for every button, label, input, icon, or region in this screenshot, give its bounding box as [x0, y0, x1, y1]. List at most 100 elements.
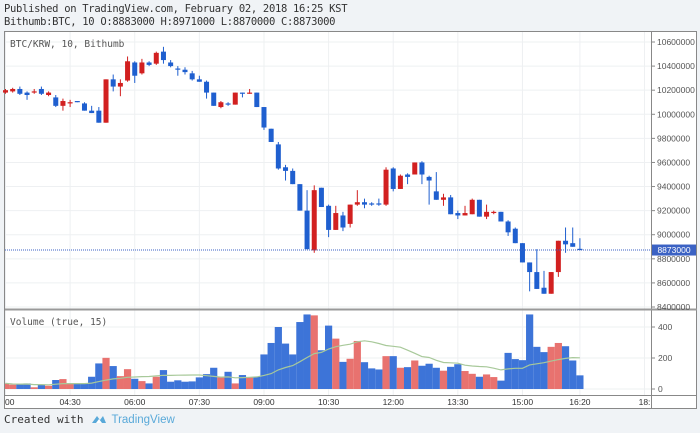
candle — [218, 101, 224, 109]
candle-body — [440, 197, 446, 200]
candle-body — [419, 162, 425, 175]
volume-bar — [396, 367, 404, 389]
candle — [390, 167, 396, 192]
candle — [24, 91, 30, 100]
candle-body — [218, 102, 224, 108]
volume-bar — [238, 375, 247, 389]
price-axis[interactable]: 10600000 10400000 10200000 10000000 9800000 9… — [651, 37, 695, 312]
volume-bar — [30, 387, 38, 389]
candle-body — [3, 90, 8, 93]
candle — [462, 205, 468, 216]
candle — [440, 193, 446, 206]
candle — [498, 211, 504, 222]
volume-bar — [346, 358, 354, 389]
candle — [189, 70, 195, 81]
candle — [125, 56, 131, 82]
time-tick-label: 13:30 — [447, 397, 469, 407]
candle — [369, 202, 375, 206]
candle-body — [577, 248, 583, 251]
candle — [239, 92, 245, 98]
candle-body — [38, 88, 44, 94]
candle-body — [46, 92, 52, 95]
candle-body — [354, 202, 360, 205]
current-price-badge — [652, 244, 696, 256]
volume-bar — [44, 385, 53, 389]
candle — [563, 227, 569, 253]
time-axis[interactable]: 00 04:30 06:00 07:30 09:00 10:30 12:00 13:30 15:… — [5, 397, 650, 407]
candle — [225, 102, 231, 106]
candle-body — [254, 92, 260, 108]
volume-bar — [224, 371, 232, 389]
time-tick-label: 15:00 — [512, 397, 534, 407]
candle — [419, 161, 425, 185]
candle — [383, 167, 389, 206]
volume-bar — [368, 368, 376, 389]
volume-bar — [159, 370, 168, 389]
candle — [512, 227, 518, 244]
candle-body — [462, 213, 468, 216]
volume-bar — [454, 364, 462, 389]
volume-bar — [411, 360, 419, 389]
candle-body — [232, 92, 238, 105]
candle-body — [31, 91, 37, 93]
volume-bar — [389, 356, 397, 389]
volume-bar — [9, 384, 17, 389]
candle — [117, 79, 123, 97]
candle — [448, 194, 454, 215]
volume-bar — [260, 354, 268, 389]
candle — [182, 67, 188, 75]
candle-body — [204, 81, 210, 93]
candle — [376, 198, 382, 206]
volume-bar — [246, 377, 254, 389]
volume-bar — [353, 340, 361, 389]
volume-bar — [167, 381, 175, 389]
candle-body — [132, 62, 138, 76]
candle-body — [125, 61, 131, 81]
footer: Created with TradingView — [4, 413, 175, 426]
tradingview-brand: TradingView — [111, 413, 175, 426]
candle — [297, 184, 303, 211]
candle — [318, 187, 324, 208]
volume-bar — [202, 374, 211, 389]
candle — [469, 198, 475, 215]
candle-body — [563, 240, 569, 245]
created-with-label: Created with — [4, 413, 84, 426]
candle-body — [89, 110, 95, 114]
volume-bar — [281, 343, 290, 389]
candle-body — [534, 272, 540, 289]
volume-bar — [518, 360, 527, 389]
volume-bar — [37, 384, 45, 389]
candle — [103, 79, 109, 123]
candle — [476, 199, 482, 217]
candle — [555, 240, 561, 277]
candle-body — [160, 51, 166, 61]
candle — [412, 162, 418, 175]
candle-body — [433, 191, 439, 200]
volume-bar — [131, 378, 139, 389]
price-tick-label: 8600000 — [657, 278, 690, 288]
candle-body — [555, 240, 561, 273]
candle — [290, 168, 296, 185]
volume-bar — [497, 380, 505, 389]
candle-body — [110, 79, 116, 87]
price-tick-label: 10200000 — [657, 85, 695, 95]
candle — [247, 88, 253, 94]
candle — [110, 74, 116, 92]
candle — [53, 95, 59, 108]
candle-body — [67, 102, 73, 104]
volume-bar — [102, 357, 110, 389]
candle-body — [297, 184, 303, 211]
candle-body — [484, 211, 490, 217]
candle-body — [24, 92, 30, 95]
price-tick-label: 9800000 — [657, 133, 690, 143]
candle-body — [376, 203, 382, 205]
volume-bar — [325, 325, 333, 389]
volume-axis: 400 200 0 — [651, 322, 672, 394]
tradingview-link[interactable]: TradingView — [91, 413, 175, 426]
candle-body — [455, 213, 461, 216]
volume-bar — [5, 383, 10, 389]
candle-body — [512, 228, 518, 244]
candle — [74, 101, 80, 103]
candle — [426, 175, 432, 205]
